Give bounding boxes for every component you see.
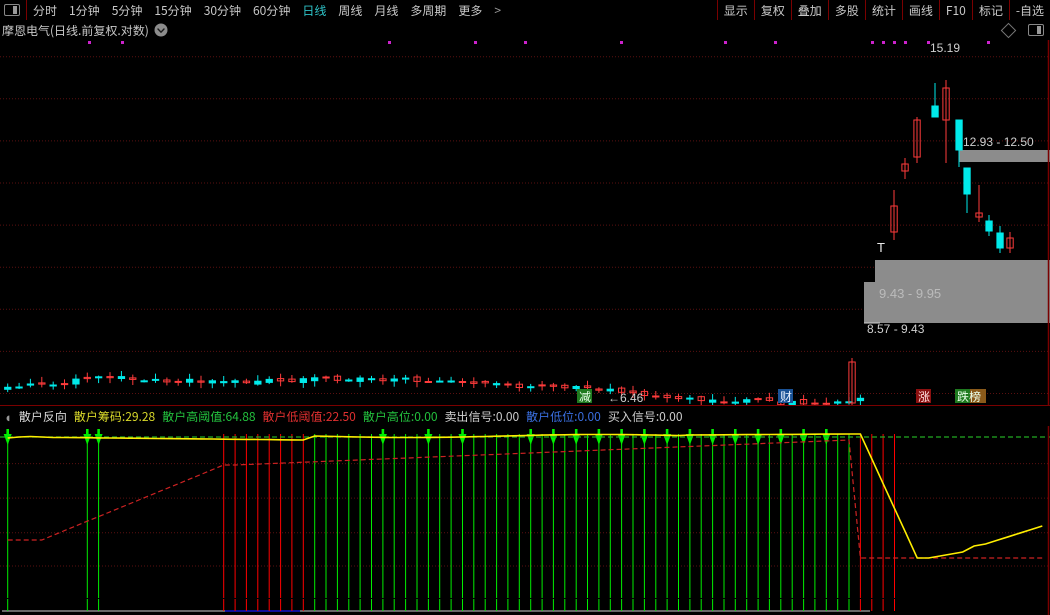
svg-text:15.19: 15.19 xyxy=(930,41,960,55)
svg-text:9.43 - 9.95: 9.43 - 9.95 xyxy=(879,286,941,301)
svg-text:12.93 - 12.50: 12.93 - 12.50 xyxy=(963,135,1034,149)
svg-text:跌榜: 跌榜 xyxy=(957,388,981,405)
svg-text:←6.46: ←6.46 xyxy=(608,391,644,405)
svg-text:财: 财 xyxy=(780,388,792,405)
svg-text:涨: 涨 xyxy=(918,388,930,405)
svg-text:减: 减 xyxy=(579,388,591,405)
svg-text:8.57 - 9.43: 8.57 - 9.43 xyxy=(867,322,925,336)
svg-text:T: T xyxy=(877,240,885,255)
